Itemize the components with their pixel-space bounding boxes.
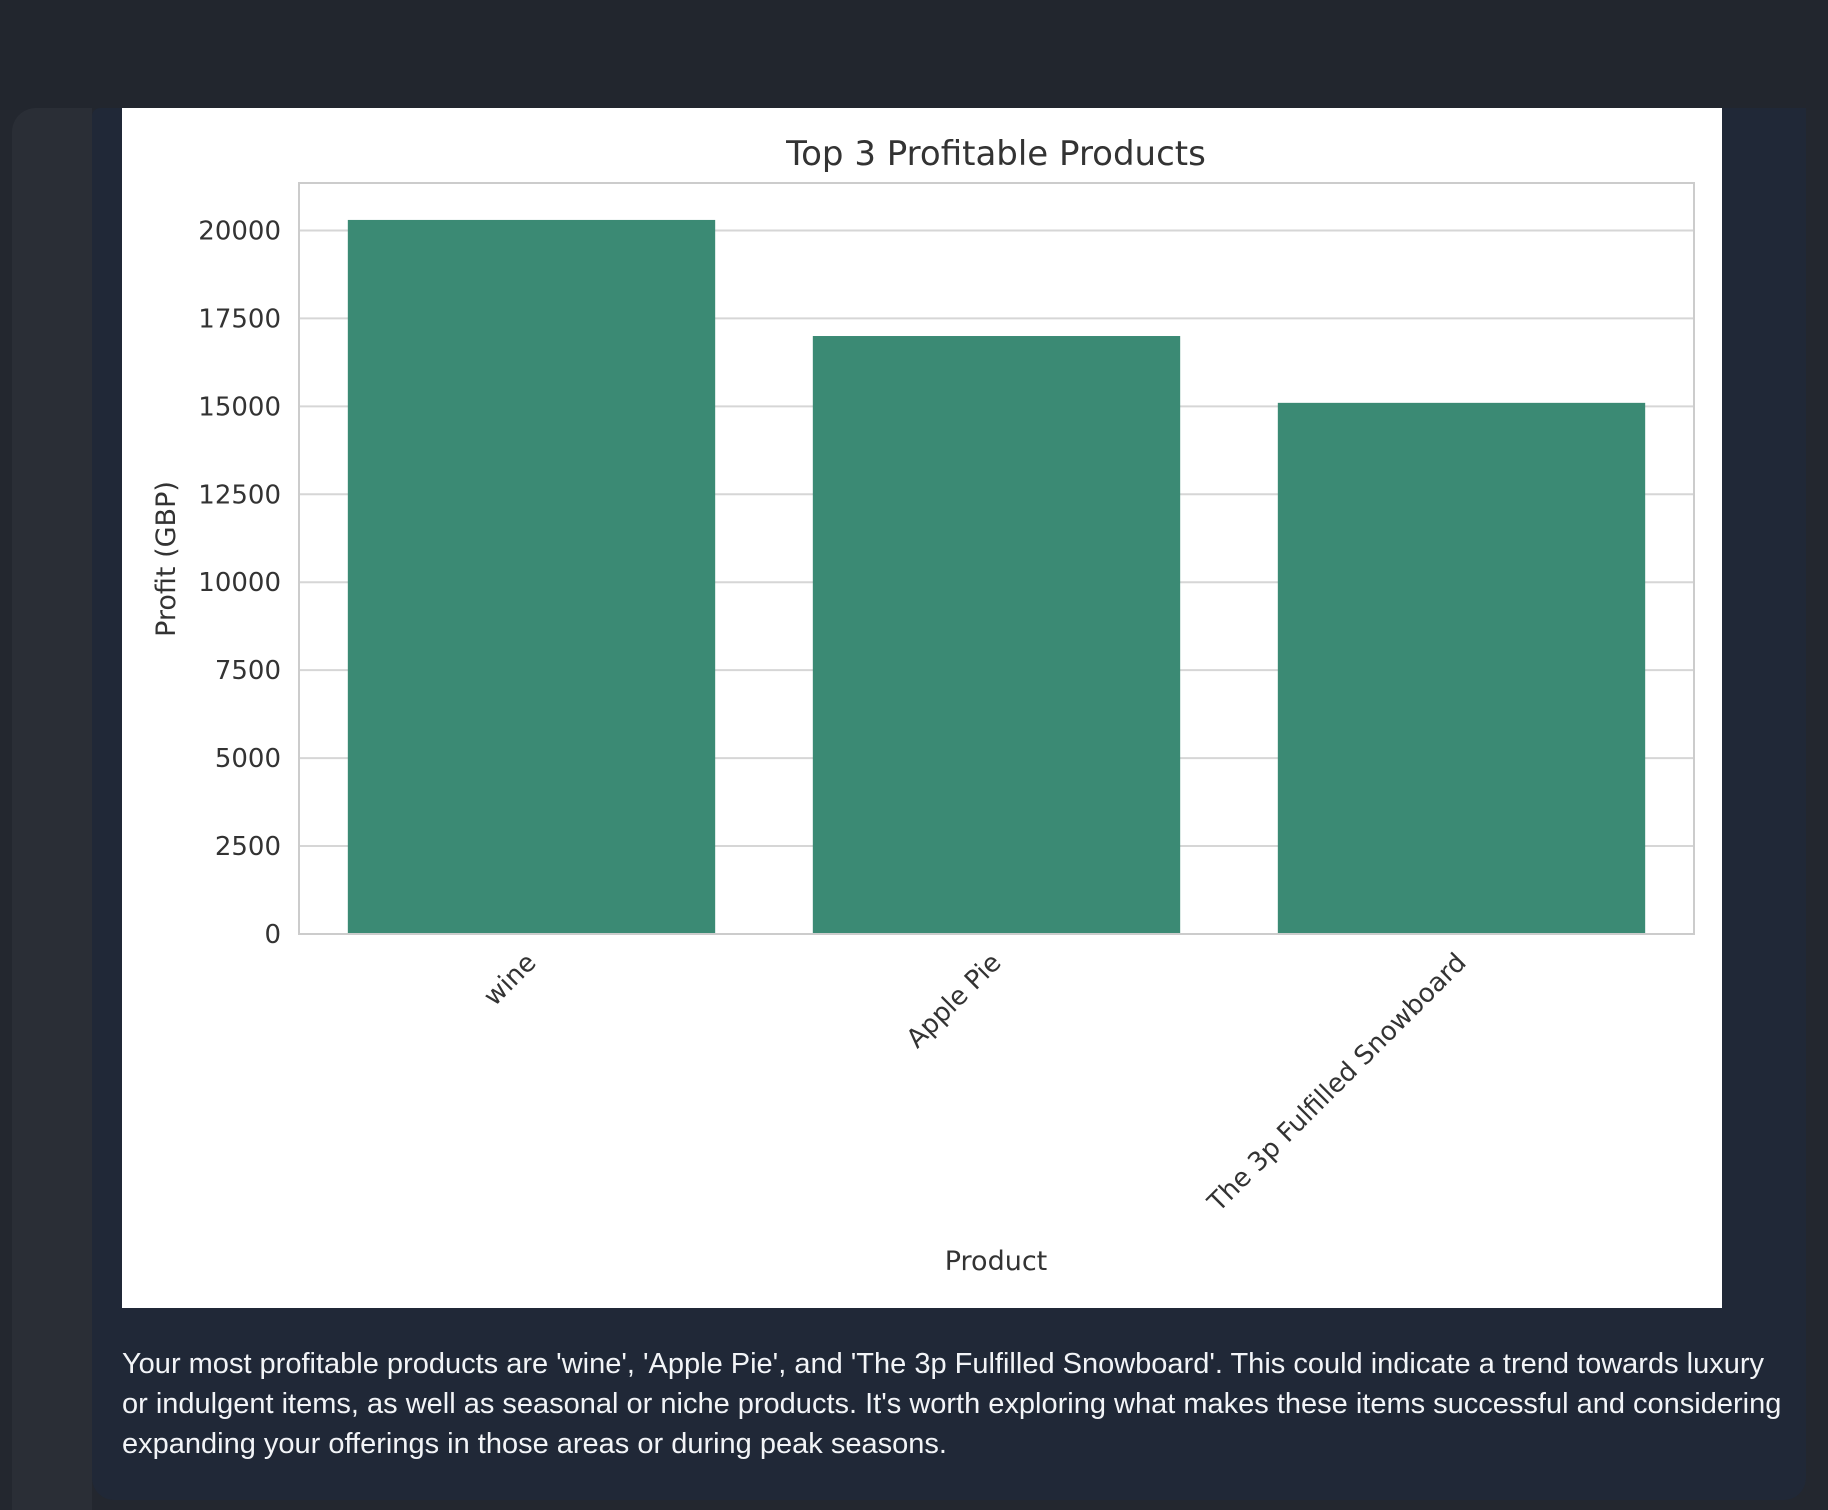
y-tick-label: 20000 [198, 216, 281, 246]
y-tick-label: 0 [264, 920, 281, 950]
bar-1 [812, 336, 1181, 934]
y-tick-label: 2500 [215, 832, 281, 862]
bar-chart: 0 2500 5000 7500 10000 12500 15000 17500 20000 w… [151, 134, 1695, 1277]
y-tick-label: 17500 [198, 304, 281, 334]
y-tick-label: 5000 [215, 744, 281, 774]
app-top-bar [0, 0, 1828, 110]
y-tick-label: 10000 [198, 568, 281, 598]
y-tick-label: 12500 [198, 480, 281, 510]
assistant-message: Your most profitable products are 'wine'… [122, 1348, 1782, 1460]
chart-image: 0 2500 5000 7500 10000 12500 15000 17500 20000 w… [122, 108, 1722, 1308]
x-axis-label: Product [945, 1246, 1048, 1277]
bar-0 [347, 219, 716, 934]
plot-frame [298, 182, 1695, 935]
y-axis-label: Profit (GBP) [151, 481, 182, 637]
x-tick-label: wine [478, 948, 542, 1012]
x-tick-label: Apple Pie [901, 948, 1007, 1054]
y-tick-label: 7500 [215, 656, 281, 686]
bar-2 [1277, 402, 1646, 934]
chart-title: Top 3 Profitable Products [785, 134, 1206, 174]
side-panel [12, 108, 92, 1510]
x-tick-label: The 3p Fulfilled Snowboard [1202, 948, 1473, 1219]
y-tick-label: 15000 [198, 392, 281, 422]
